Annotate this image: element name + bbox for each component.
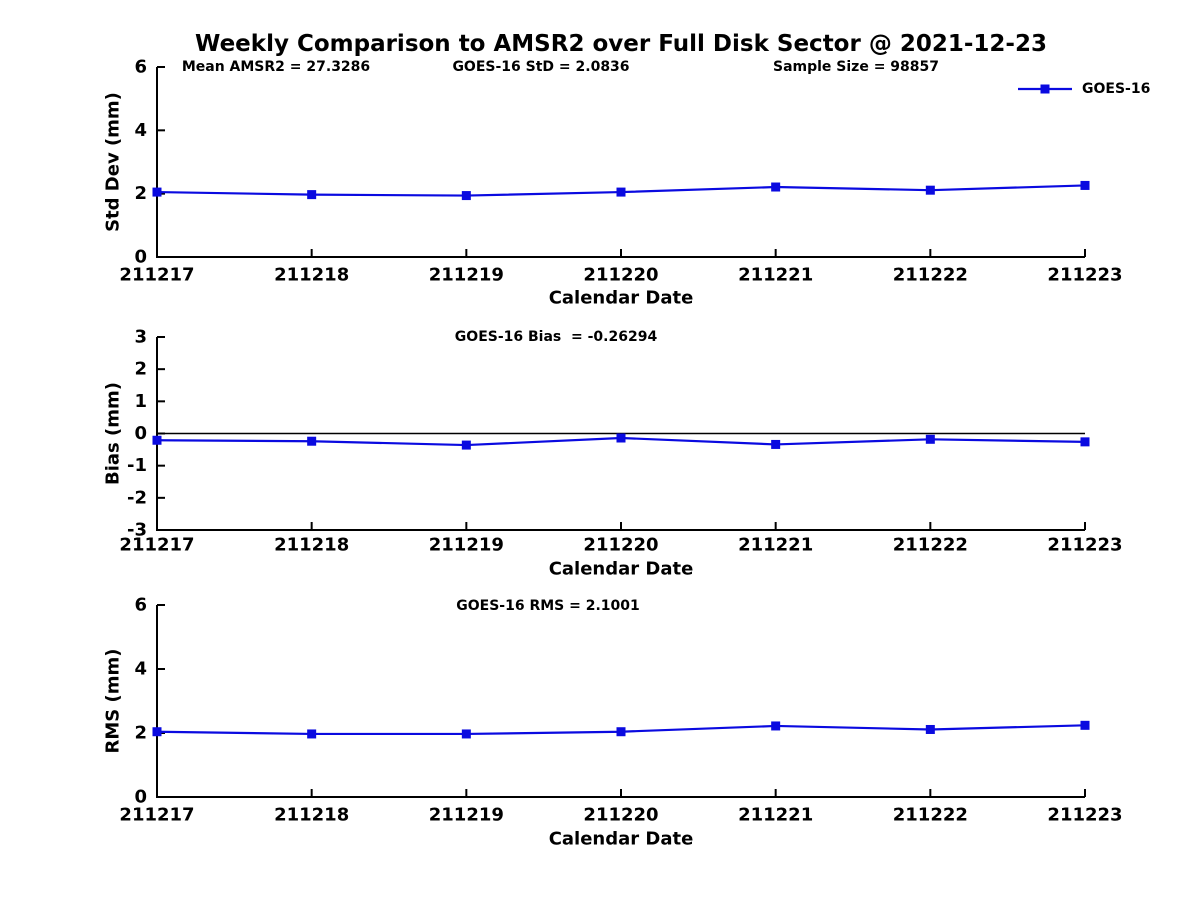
std-dev-plot: Mean AMSR2 = 27.3286 GOES-16 StD = 2.0836… (103, 57, 1151, 309)
y-tick-label: 3 (134, 327, 147, 348)
figure-title: Weekly Comparison to AMSR2 over Full Dis… (195, 31, 1047, 57)
goes16-marker (925, 724, 935, 734)
goes16-marker (616, 433, 626, 443)
std-dev-plot-annotation-1: GOES-16 StD = 2.0836 (452, 59, 629, 75)
goes16-marker (307, 729, 317, 739)
legend-label: GOES-16 (1082, 81, 1150, 97)
y-axis-title: RMS (mm) (103, 649, 124, 754)
bias-plot-annotation-0: GOES-16 Bias = -0.26294 (455, 329, 658, 345)
y-tick-label: 0 (134, 423, 147, 444)
x-tick-label: 211220 (583, 805, 658, 826)
y-tick-label: 2 (134, 183, 147, 204)
goes16-marker (1080, 720, 1090, 730)
goes16-marker (461, 729, 471, 739)
x-tick-label: 211219 (429, 265, 504, 286)
legend-marker-icon (1040, 84, 1050, 94)
x-tick-label: 211220 (583, 265, 658, 286)
goes16-marker (1080, 180, 1090, 190)
rms-plot: GOES-16 RMS = 2.1001 0 2 4 6 211217 211218 2112… (103, 595, 1123, 850)
std-dev-plot-annotation-0: Mean AMSR2 = 27.3286 (182, 59, 370, 75)
y-axis-title: Bias (mm) (103, 382, 124, 485)
y-tick-label: 0 (134, 787, 147, 808)
x-tick-label: 211218 (274, 535, 349, 556)
x-tick-label: 211223 (1047, 535, 1122, 556)
goes16-marker (771, 439, 781, 449)
x-axis-title: Calendar Date (549, 559, 694, 580)
y-tick-label: 0 (134, 247, 147, 268)
goes16-marker (152, 187, 162, 197)
goes16-marker (307, 436, 317, 446)
y-tick-label: -2 (127, 487, 147, 508)
goes16-marker (616, 187, 626, 197)
y-tick-label: 4 (134, 120, 147, 141)
x-tick-label: 211221 (738, 805, 813, 826)
goes16-marker (616, 727, 626, 737)
std-dev-plot-annotation-2: Sample Size = 98857 (773, 59, 939, 75)
y-tick-label: 6 (134, 595, 147, 616)
goes16-marker (152, 435, 162, 445)
x-tick-label: 211222 (893, 535, 968, 556)
x-tick-label: 211219 (429, 535, 504, 556)
goes16-marker (152, 727, 162, 737)
goes16-marker (461, 440, 471, 450)
x-tick-label: 211219 (429, 805, 504, 826)
x-axis-title: Calendar Date (549, 829, 694, 850)
x-tick-label: 211217 (119, 805, 194, 826)
goes16-marker (771, 182, 781, 192)
goes16-marker (771, 721, 781, 731)
x-tick-label: 211223 (1047, 265, 1122, 286)
x-tick-label: 211218 (274, 265, 349, 286)
x-tick-label: 211222 (893, 805, 968, 826)
goes16-marker (461, 191, 471, 201)
y-axis-title: Std Dev (mm) (103, 92, 124, 232)
x-tick-label: 211223 (1047, 805, 1122, 826)
y-tick-label: 4 (134, 659, 147, 680)
goes16-marker (1080, 437, 1090, 447)
x-tick-label: 211221 (738, 265, 813, 286)
y-tick-label: 1 (134, 391, 147, 412)
rms-plot-annotation-0: GOES-16 RMS = 2.1001 (456, 598, 640, 614)
x-axis-title: Calendar Date (549, 288, 694, 309)
x-tick-label: 211217 (119, 265, 194, 286)
x-tick-label: 211217 (119, 535, 194, 556)
goes16-marker (925, 185, 935, 195)
x-tick-label: 211221 (738, 535, 813, 556)
x-tick-label: 211222 (893, 265, 968, 286)
goes16-marker (925, 434, 935, 444)
x-tick-label: 211218 (274, 805, 349, 826)
y-tick-label: -3 (127, 520, 147, 541)
y-tick-label: 2 (134, 723, 147, 744)
goes16-marker (307, 190, 317, 200)
y-tick-label: 6 (134, 57, 147, 78)
x-tick-label: 211220 (583, 535, 658, 556)
y-tick-label: -1 (127, 455, 147, 476)
bias-plot: GOES-16 Bias = -0.26294 -3 -2 -1 0 1 2 3 211217 2… (103, 327, 1123, 580)
y-tick-label: 2 (134, 359, 147, 380)
